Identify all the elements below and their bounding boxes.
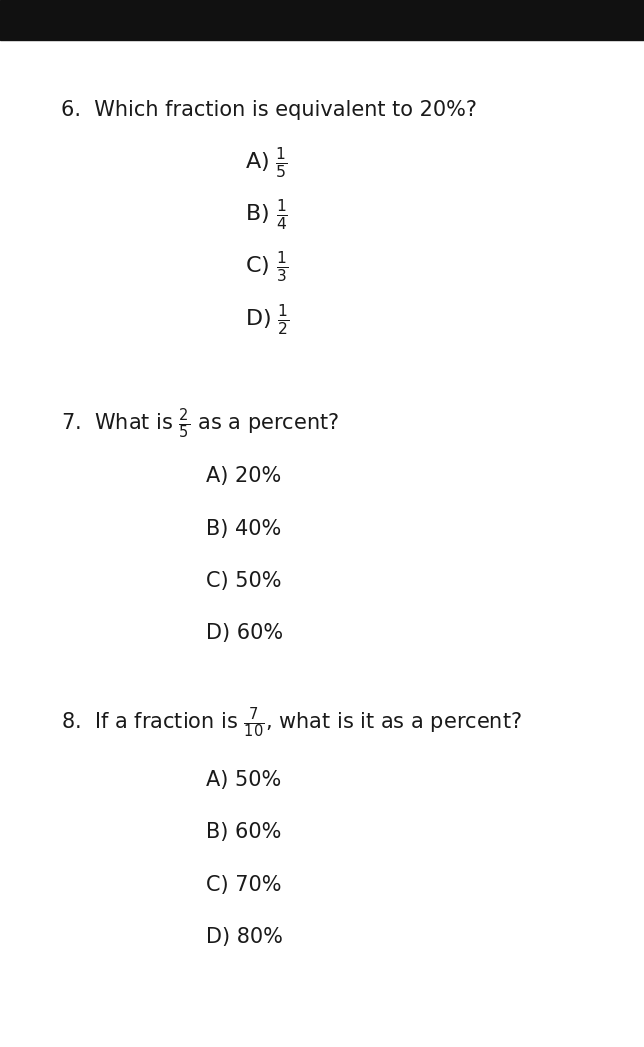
Text: A) $\frac{1}{5}$: A) $\frac{1}{5}$ — [245, 144, 288, 180]
Text: A) 20%: A) 20% — [206, 466, 281, 487]
Text: C) $\frac{1}{3}$: C) $\frac{1}{3}$ — [245, 249, 288, 285]
Text: 6.  Which fraction is equivalent to 20%?: 6. Which fraction is equivalent to 20%? — [61, 99, 477, 120]
Text: C) 70%: C) 70% — [206, 874, 281, 895]
Text: B) 60%: B) 60% — [206, 822, 281, 843]
Text: C) 50%: C) 50% — [206, 571, 281, 592]
Text: 7.  What is $\frac{2}{5}$ as a percent?: 7. What is $\frac{2}{5}$ as a percent? — [61, 407, 339, 441]
Text: B) 40%: B) 40% — [206, 518, 281, 539]
Text: A) 50%: A) 50% — [206, 770, 281, 790]
Text: B) $\frac{1}{4}$: B) $\frac{1}{4}$ — [245, 197, 288, 232]
Text: D) $\frac{1}{2}$: D) $\frac{1}{2}$ — [245, 302, 290, 337]
Text: D) 80%: D) 80% — [206, 927, 283, 948]
Text: D) 60%: D) 60% — [206, 623, 283, 644]
Bar — [0, 0, 644, 40]
Text: 8.  If a fraction is $\frac{7}{10}$, what is it as a percent?: 8. If a fraction is $\frac{7}{10}$, what… — [61, 706, 522, 739]
